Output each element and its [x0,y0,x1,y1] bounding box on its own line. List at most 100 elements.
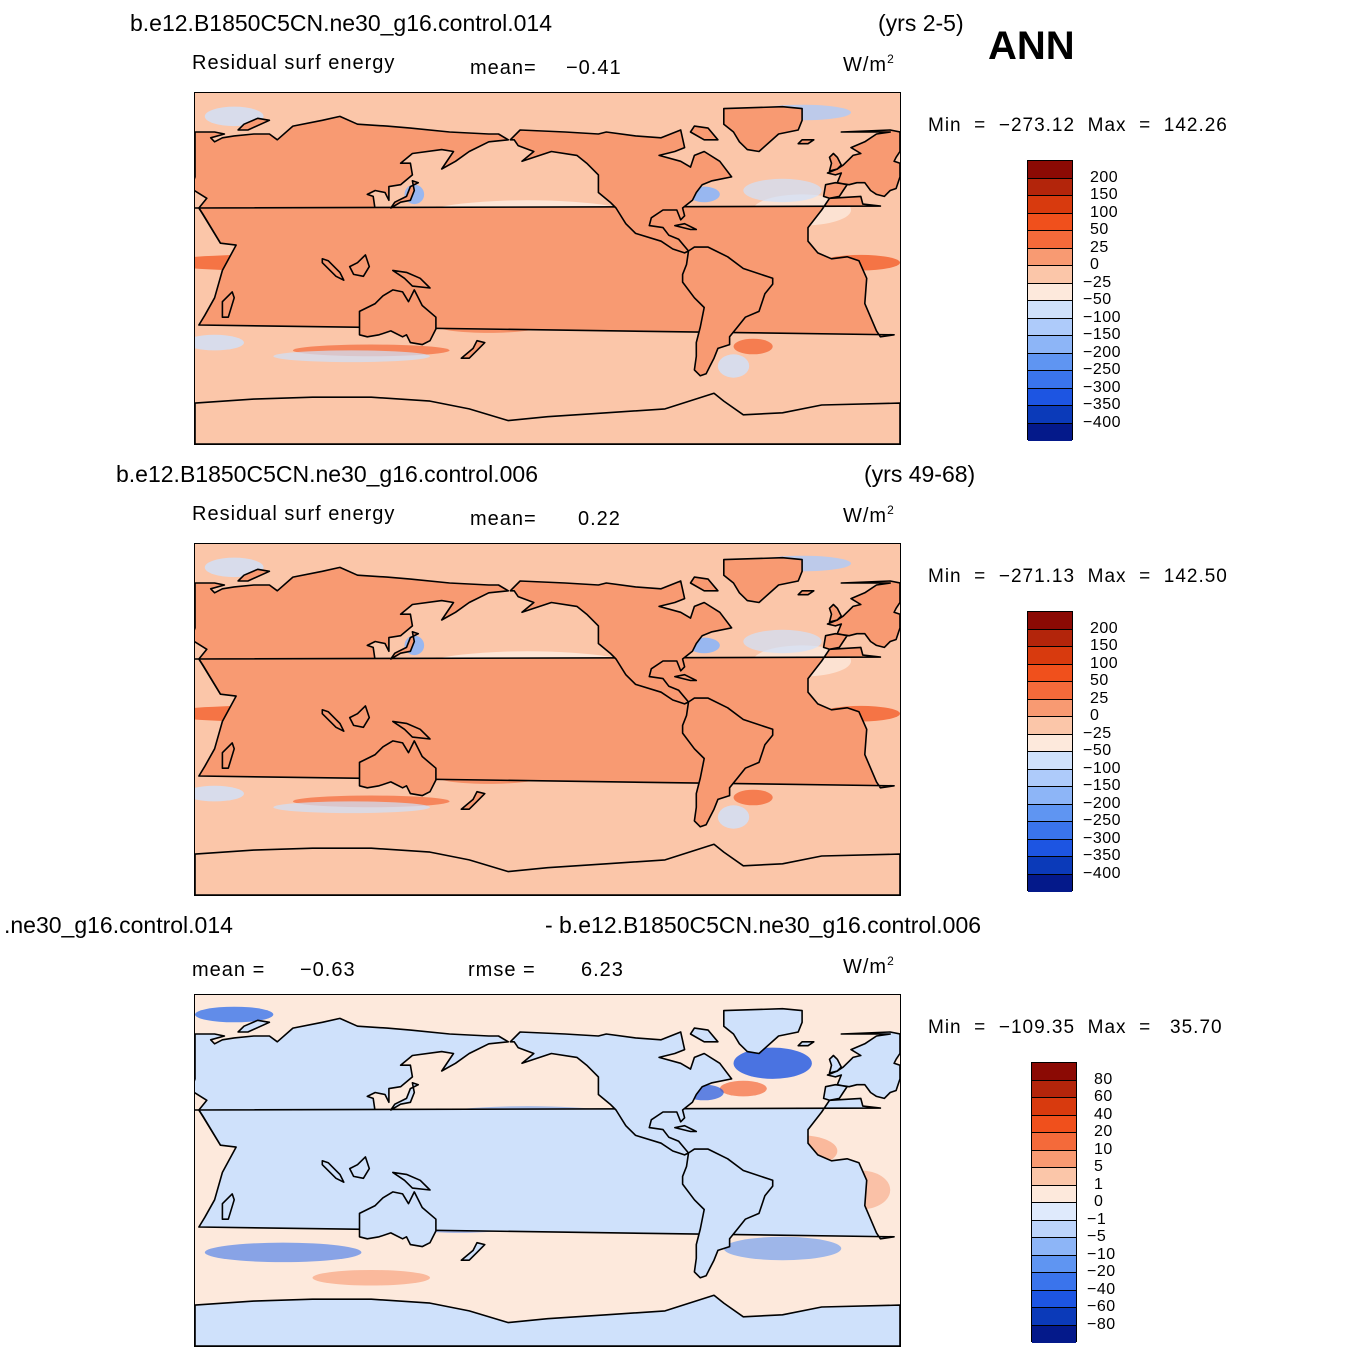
colorbar-boxes [1027,611,1073,892]
coastline-newguinea [392,720,431,740]
colorbar-segment [1028,406,1072,424]
colorbar-tick-label: 150 [1090,186,1119,203]
coastline-novaya [237,1019,271,1033]
panel-1-mean-label: mean= [470,57,537,79]
contour-region [717,805,750,829]
coastline-borneo [348,254,371,278]
panel-1-mean-value: −0.41 [566,57,622,79]
colorbar-segment [1032,1115,1076,1133]
panel-2-min-max: Min = −271.13 Max = 142.50 [928,566,1228,587]
coastline-japan [390,631,420,660]
colorbar-segment [1028,353,1072,371]
colorbar-segment [1032,1185,1076,1203]
panel-1-min-max: Min = −273.12 Max = 142.26 [928,115,1228,136]
panel-3-units: W/m2 [843,954,894,978]
coastline-baffin [689,576,719,592]
coastline-iceland [797,1040,815,1047]
colorbar-tick-label: 0 [1094,1193,1104,1210]
colorbar-tick-label: −200 [1083,794,1122,812]
colorbar-boxes [1027,160,1073,441]
coastline-samerica [681,697,774,828]
contour-region [195,785,244,802]
contour-region [743,178,822,203]
contour-region [273,350,430,363]
contour-region [195,1006,274,1023]
colorbar-tick-label: −20 [1087,1263,1116,1280]
coastline-eurowest [822,1031,900,1102]
contour-region [204,1242,362,1263]
panel-3-mean-value: −0.63 [300,959,356,981]
colorbar-segment [1028,178,1072,196]
colorbar-segment [1028,839,1072,857]
season-label: ANN [988,24,1075,68]
colorbar-segment [1028,804,1072,822]
coastline-africa [195,195,895,338]
colorbar-segment [1028,629,1072,647]
coastline-greenland [722,1007,803,1055]
colorbar-tick-label: −250 [1083,812,1122,829]
colorbar-segment [1028,213,1072,231]
colorbar-segment [1032,1325,1076,1343]
colorbar-tick-label: −40 [1087,1280,1116,1298]
colorbar-tick-label: −400 [1083,413,1122,431]
colorbar-tick-label: −25 [1083,724,1112,742]
coastline-samerica [681,246,774,377]
colorbar-segment [1028,336,1072,354]
contour-region [719,1080,767,1097]
colorbar-tick-label: 100 [1090,203,1119,221]
panel-3-min-max: Min = −109.35 Max = 35.70 [928,1017,1223,1038]
colorbar-segment [1028,857,1072,875]
colorbar-tick-label: −250 [1083,361,1122,378]
panel-2-mean-label: mean= [470,508,537,530]
coastline-greenland [722,105,803,153]
colorbar-tick-label: 20 [1094,1123,1113,1140]
map-canvas [195,544,900,895]
panel-2-mean-value: 0.22 [578,508,621,530]
panel-1-units: W/m2 [843,52,894,76]
colorbar-segment [1028,664,1072,682]
contour-region [717,354,750,378]
coastline-africa [195,1097,895,1240]
colorbar-segment [1032,1308,1076,1326]
colorbar-tick-label: −1 [1087,1210,1107,1228]
coastline-sumatra [321,258,345,281]
coastline-baffin [689,1027,719,1043]
colorbar-segment [1028,612,1072,630]
coastline-nz [460,1241,486,1262]
coastline-novaya [237,117,271,131]
colorbar-segment [1028,318,1072,336]
colorbar-tick-label: 5 [1094,1158,1104,1175]
colorbar-segment [1032,1220,1076,1238]
colorbar-tick-label: −150 [1083,777,1122,794]
colorbar-segment [1028,231,1072,249]
colorbar-tick-label: −60 [1087,1298,1116,1315]
coastline-japan [390,180,420,209]
coastline-greenland [722,556,803,604]
coastline-nz [460,339,486,360]
colorbar-segment [1028,717,1072,735]
colorbar-segment [1032,1150,1076,1168]
colorbar-segment [1032,1063,1076,1081]
coastline-eurowest [822,580,900,651]
colorbar-tick-label: −400 [1083,864,1122,882]
coastline-madagascar [221,742,236,769]
colorbar-segment [1032,1080,1076,1098]
colorbar-segment [1028,787,1072,805]
coastline-namerica [509,580,733,705]
colorbar-segment [1028,769,1072,787]
colorbar-segment [1032,1290,1076,1308]
colorbar-boxes [1031,1062,1077,1343]
colorbar-segment [1028,874,1072,892]
colorbar-tick-label: −10 [1087,1245,1116,1263]
colorbar-tick-label: −350 [1083,847,1122,864]
coastline-baffin [689,125,719,141]
panel-2-units: W/m2 [843,503,894,527]
colorbar-tick-label: 25 [1090,689,1109,707]
coastline-japan [390,1082,420,1111]
panel-3-mean-label: mean = [192,959,266,981]
coastline-samerica [681,1148,774,1279]
colorbar-tick-label: −25 [1083,273,1112,291]
colorbar-segment [1028,301,1072,319]
panel-3-map [194,994,901,1347]
coastline-cuba [673,222,698,231]
